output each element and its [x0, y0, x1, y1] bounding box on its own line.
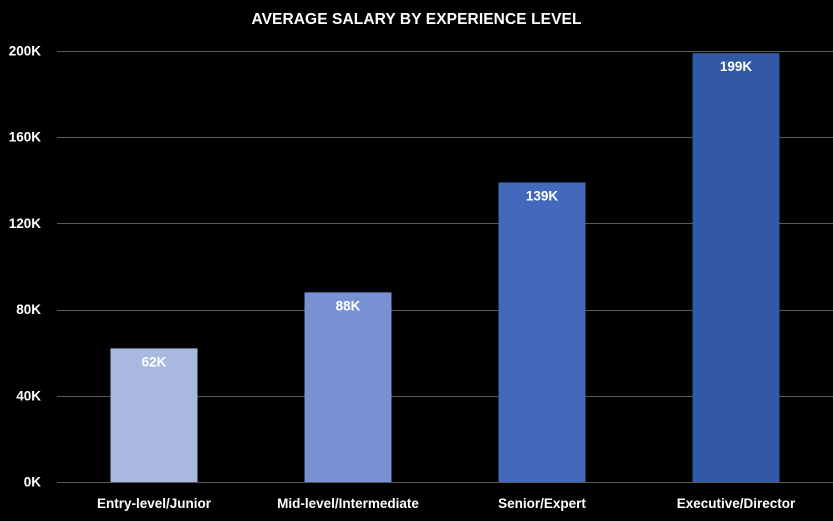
chart-title: AVERAGE SALARY BY EXPERIENCE LEVEL	[251, 11, 582, 28]
x-tick-label: Executive/Director	[677, 496, 796, 511]
y-tick-label: 200K	[9, 44, 42, 59]
data-label: 139K	[526, 188, 559, 203]
bar	[692, 53, 780, 482]
bar	[304, 292, 392, 482]
data-label: 88K	[336, 298, 361, 313]
x-tick-label: Entry-level/Junior	[97, 496, 212, 511]
y-tick-label: 40K	[16, 388, 41, 403]
bars	[110, 53, 780, 482]
y-tick-label: 0K	[24, 475, 42, 490]
y-tick-label: 120K	[9, 216, 42, 231]
y-tick-label: 80K	[16, 302, 41, 317]
y-tick-label: 160K	[9, 130, 42, 145]
data-label: 199K	[720, 59, 753, 74]
bar	[498, 182, 586, 482]
data-labels: 62K 88K 139K 199K	[142, 59, 753, 369]
y-axis-ticks: 0K 40K 80K 120K 160K 200K	[9, 44, 42, 490]
x-axis-ticks: Entry-level/Junior Mid-level/Intermediate…	[97, 496, 796, 511]
data-label: 62K	[142, 354, 167, 369]
x-tick-label: Mid-level/Intermediate	[277, 496, 419, 511]
x-tick-label: Senior/Expert	[498, 496, 586, 511]
bar	[110, 348, 198, 482]
